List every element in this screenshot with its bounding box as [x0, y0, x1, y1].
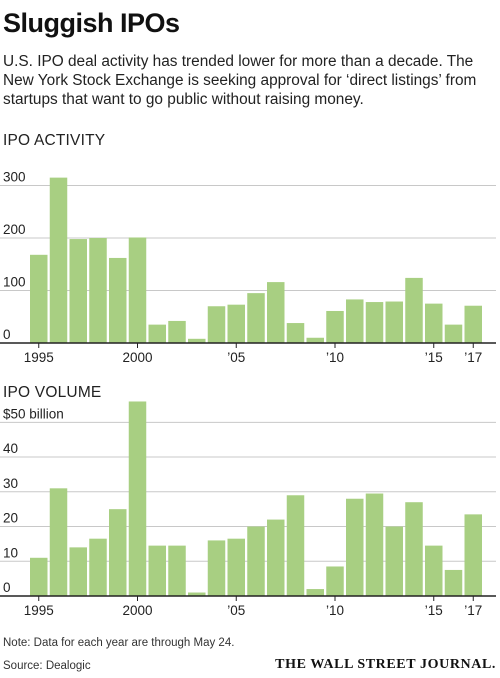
activity-bar-2006: [247, 293, 265, 343]
activity-y-tick-label: 200: [3, 222, 26, 237]
activity-bar-1995: [30, 254, 48, 343]
volume-y-tick-label: 40: [3, 441, 18, 456]
volume-x-tick-label: ’15: [425, 603, 443, 618]
volume-y-tick-label: 30: [3, 476, 18, 491]
activity-y-tick-label: 100: [3, 275, 26, 290]
volume-x-tick-label: ’10: [326, 603, 344, 618]
activity-bar-2004: [207, 306, 226, 343]
volume-bar-1997: [69, 547, 87, 596]
volume-bar-2008: [286, 495, 305, 596]
activity-x-tick-label: ’05: [227, 350, 245, 365]
volume-bar-2001: [148, 545, 166, 596]
activity-x-tick-label: ’15: [425, 350, 443, 365]
volume-bar-2012: [365, 493, 384, 596]
activity-bar-2017: [464, 305, 482, 343]
volume-bar-2016: [444, 569, 463, 596]
activity-bar-2014: [405, 277, 423, 343]
activity-x-tick-label: ’10: [326, 350, 344, 365]
activity-bar-2005: [227, 304, 245, 343]
activity-bar-2003: [188, 338, 206, 343]
volume-bar-2011: [346, 498, 364, 596]
activity-x-tick-label: ’17: [464, 350, 482, 365]
volume-bar-2000: [128, 401, 147, 596]
volume-bar-2017: [464, 514, 482, 596]
activity-bar-1998: [89, 238, 107, 343]
activity-bar-2010: [326, 310, 344, 343]
volume-bar-2002: [168, 545, 186, 596]
activity-bar-1996: [49, 177, 68, 343]
volume-bar-2009: [306, 589, 324, 596]
ipo-activity-chart: 0 100 200 300 1995 2000 ’05 ’10 ’15 ’17: [0, 170, 496, 365]
volume-bar-1996: [49, 488, 68, 596]
volume-x-tick-label: ’17: [464, 603, 482, 618]
activity-x-tick-label: 2000: [122, 350, 152, 365]
activity-bar-2016: [444, 324, 463, 343]
volume-x-tick-label: 1995: [24, 603, 54, 618]
activity-bar-2008: [286, 323, 305, 343]
activity-bar-2011: [346, 299, 364, 343]
volume-bar-2014: [405, 502, 423, 596]
activity-y-tick-label: 300: [3, 170, 26, 185]
activity-bar-2015: [425, 303, 443, 343]
source-line: Source: Dealogic: [3, 660, 91, 672]
activity-x-tick-label: 1995: [24, 350, 54, 365]
volume-x-tick-label: 2000: [122, 603, 152, 618]
publisher-logo: THE WALL STREET JOURNAL.: [275, 657, 496, 672]
footnote: Note: Data for each year are through May…: [3, 637, 235, 649]
volume-bar-2006: [247, 526, 265, 596]
volume-bar-2015: [425, 545, 443, 596]
ipo-activity-title: IPO ACTIVITY: [3, 132, 106, 149]
activity-bar-2009: [306, 337, 324, 343]
activity-bar-2000: [128, 237, 147, 343]
volume-bar-2004: [207, 540, 226, 596]
volume-bar-1995: [30, 557, 48, 596]
volume-bar-1999: [109, 509, 127, 596]
volume-bar-2007: [267, 519, 285, 596]
volume-y-tick-label: 20: [3, 511, 18, 526]
activity-bar-1999: [109, 257, 127, 343]
volume-x-tick-label: ’05: [227, 603, 245, 618]
volume-y-tick-label: 10: [3, 545, 18, 560]
volume-y-tick-label: 0: [3, 580, 11, 595]
volume-bar-1998: [89, 538, 107, 596]
activity-bar-1997: [69, 239, 87, 343]
ipo-volume-title: IPO VOLUME: [3, 384, 102, 401]
volume-bar-2005: [227, 538, 245, 596]
volume-y-tick-label: $50 billion: [3, 406, 64, 421]
volume-bar-2013: [385, 526, 403, 596]
ipo-volume-chart: 0 10 20 30 40 $50 billion 1995 2000 ’05 ’10 ’15 ’17: [0, 401, 496, 618]
activity-bar-2013: [385, 301, 403, 343]
activity-bar-2002: [168, 320, 186, 343]
volume-bar-2010: [326, 566, 344, 596]
activity-y-tick-label: 0: [3, 327, 11, 342]
dek: U.S. IPO deal activity has trended lower…: [3, 53, 477, 108]
activity-bar-2007: [267, 282, 285, 343]
headline: Sluggish IPOs: [3, 8, 180, 38]
activity-bar-2001: [148, 324, 166, 343]
volume-bar-2003: [188, 592, 206, 596]
activity-bar-2012: [365, 302, 384, 343]
